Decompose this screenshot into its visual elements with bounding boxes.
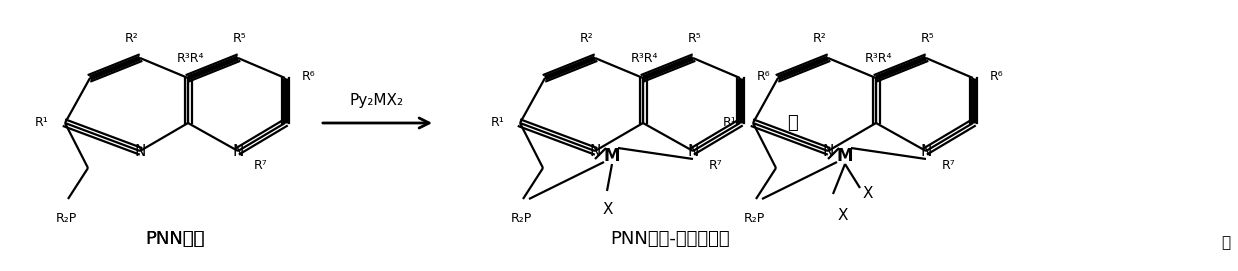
Text: R²: R² <box>813 32 827 45</box>
Text: R⁷: R⁷ <box>709 159 723 172</box>
Text: N: N <box>687 144 698 159</box>
Text: R⁶: R⁶ <box>990 70 1004 83</box>
Text: R⁶: R⁶ <box>756 70 770 83</box>
Text: X: X <box>863 186 874 202</box>
Text: R⁷: R⁷ <box>942 159 956 172</box>
Text: PNN配体-金属络合物: PNN配体-金属络合物 <box>610 230 730 248</box>
Text: R₂P: R₂P <box>56 212 77 225</box>
Text: R¹: R¹ <box>490 115 504 128</box>
Text: N: N <box>233 144 244 159</box>
Text: R³R⁴: R³R⁴ <box>176 52 204 65</box>
Text: 或: 或 <box>787 114 799 132</box>
Text: N: N <box>589 144 600 159</box>
Text: R²: R² <box>581 32 594 45</box>
Text: R¹: R¹ <box>35 115 50 128</box>
Text: M: M <box>837 147 853 165</box>
Text: N: N <box>134 144 146 159</box>
Text: R⁵: R⁵ <box>921 32 935 45</box>
Text: X: X <box>838 208 848 223</box>
Text: R⁵: R⁵ <box>688 32 702 45</box>
Text: R¹: R¹ <box>723 115 737 128</box>
Text: N: N <box>822 144 833 159</box>
Text: R₂P: R₂P <box>743 212 765 225</box>
Text: Py₂MX₂: Py₂MX₂ <box>350 93 404 108</box>
Text: PNN配体: PNN配体 <box>145 230 204 248</box>
Text: PNN配体: PNN配体 <box>145 230 204 248</box>
Text: R⁵: R⁵ <box>233 32 246 45</box>
Text: R²: R² <box>125 32 139 45</box>
Text: M: M <box>604 147 620 165</box>
Text: X: X <box>603 202 613 217</box>
Text: R₂P: R₂P <box>510 212 531 225</box>
Text: R³R⁴: R³R⁴ <box>864 52 891 65</box>
Text: R⁶: R⁶ <box>302 70 316 83</box>
Text: 。: 。 <box>1221 235 1231 250</box>
Text: N: N <box>920 144 932 159</box>
Text: R⁷: R⁷ <box>254 159 267 172</box>
Text: R³R⁴: R³R⁴ <box>631 52 659 65</box>
